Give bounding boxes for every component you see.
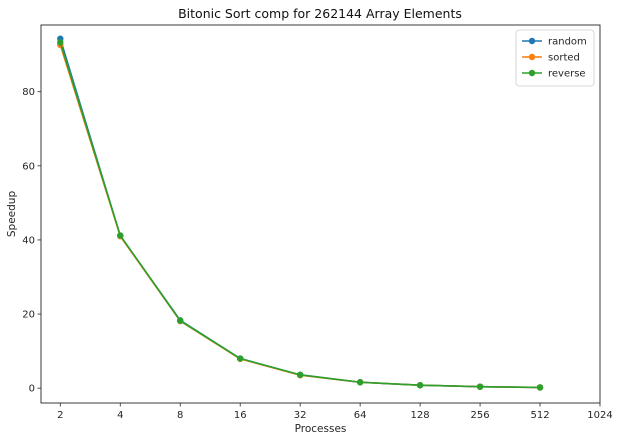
x-tick-label: 512 — [530, 410, 549, 421]
plot-frame — [40, 24, 601, 404]
legend-marker-reverse — [528, 69, 536, 77]
data-point-reverse — [416, 382, 424, 389]
series-line-random — [59, 38, 541, 389]
chart-title: Bitonic Sort comp for 262144 Array Eleme… — [178, 6, 462, 21]
data-point-reverse — [117, 232, 124, 239]
data-point-reverse — [57, 39, 64, 46]
y-tick-label: 80 — [22, 87, 35, 98]
x-tick-label: 1024 — [587, 410, 612, 421]
x-axis: 2 4 8 16 32 64 128 256 512 1024 — [57, 403, 613, 421]
legend: random sorted reverse — [515, 29, 595, 87]
y-tick-label: 60 — [22, 161, 35, 172]
data-point-reverse — [296, 371, 304, 379]
series-reverse — [57, 39, 544, 391]
legend-marker-random — [528, 37, 536, 45]
y-tick-label: 20 — [22, 310, 35, 321]
series-random — [57, 35, 544, 391]
x-tick-label: 256 — [471, 410, 490, 421]
series-line-reverse — [59, 42, 541, 389]
data-point-reverse — [177, 317, 184, 324]
series-line-sorted — [59, 44, 541, 389]
x-tick-label: 8 — [177, 410, 183, 421]
x-tick-label: 128 — [411, 410, 430, 421]
legend-label-sorted: sorted — [548, 53, 580, 64]
x-tick-label: 32 — [294, 410, 307, 421]
legend-marker-sorted — [528, 53, 536, 61]
plot-area — [57, 35, 544, 391]
data-point-reverse — [356, 379, 364, 386]
series-sorted — [57, 41, 544, 391]
legend-box — [515, 29, 595, 87]
data-point-reverse — [476, 383, 484, 390]
y-tick-label: 40 — [22, 235, 35, 246]
x-tick-label: 16 — [234, 410, 247, 421]
legend-label-random: random — [548, 37, 587, 48]
data-point-reverse — [536, 384, 544, 391]
y-axis-label: Speedup — [6, 191, 18, 238]
legend-label-reverse: reverse — [548, 69, 586, 80]
x-axis-label: Processes — [295, 423, 347, 435]
x-tick-label: 4 — [117, 410, 123, 421]
x-tick-label: 64 — [354, 410, 367, 421]
y-axis: 0 20 40 60 80 — [22, 87, 41, 395]
y-tick-label: 0 — [29, 384, 35, 395]
data-point-reverse — [237, 355, 244, 362]
x-tick-label: 2 — [57, 410, 63, 421]
